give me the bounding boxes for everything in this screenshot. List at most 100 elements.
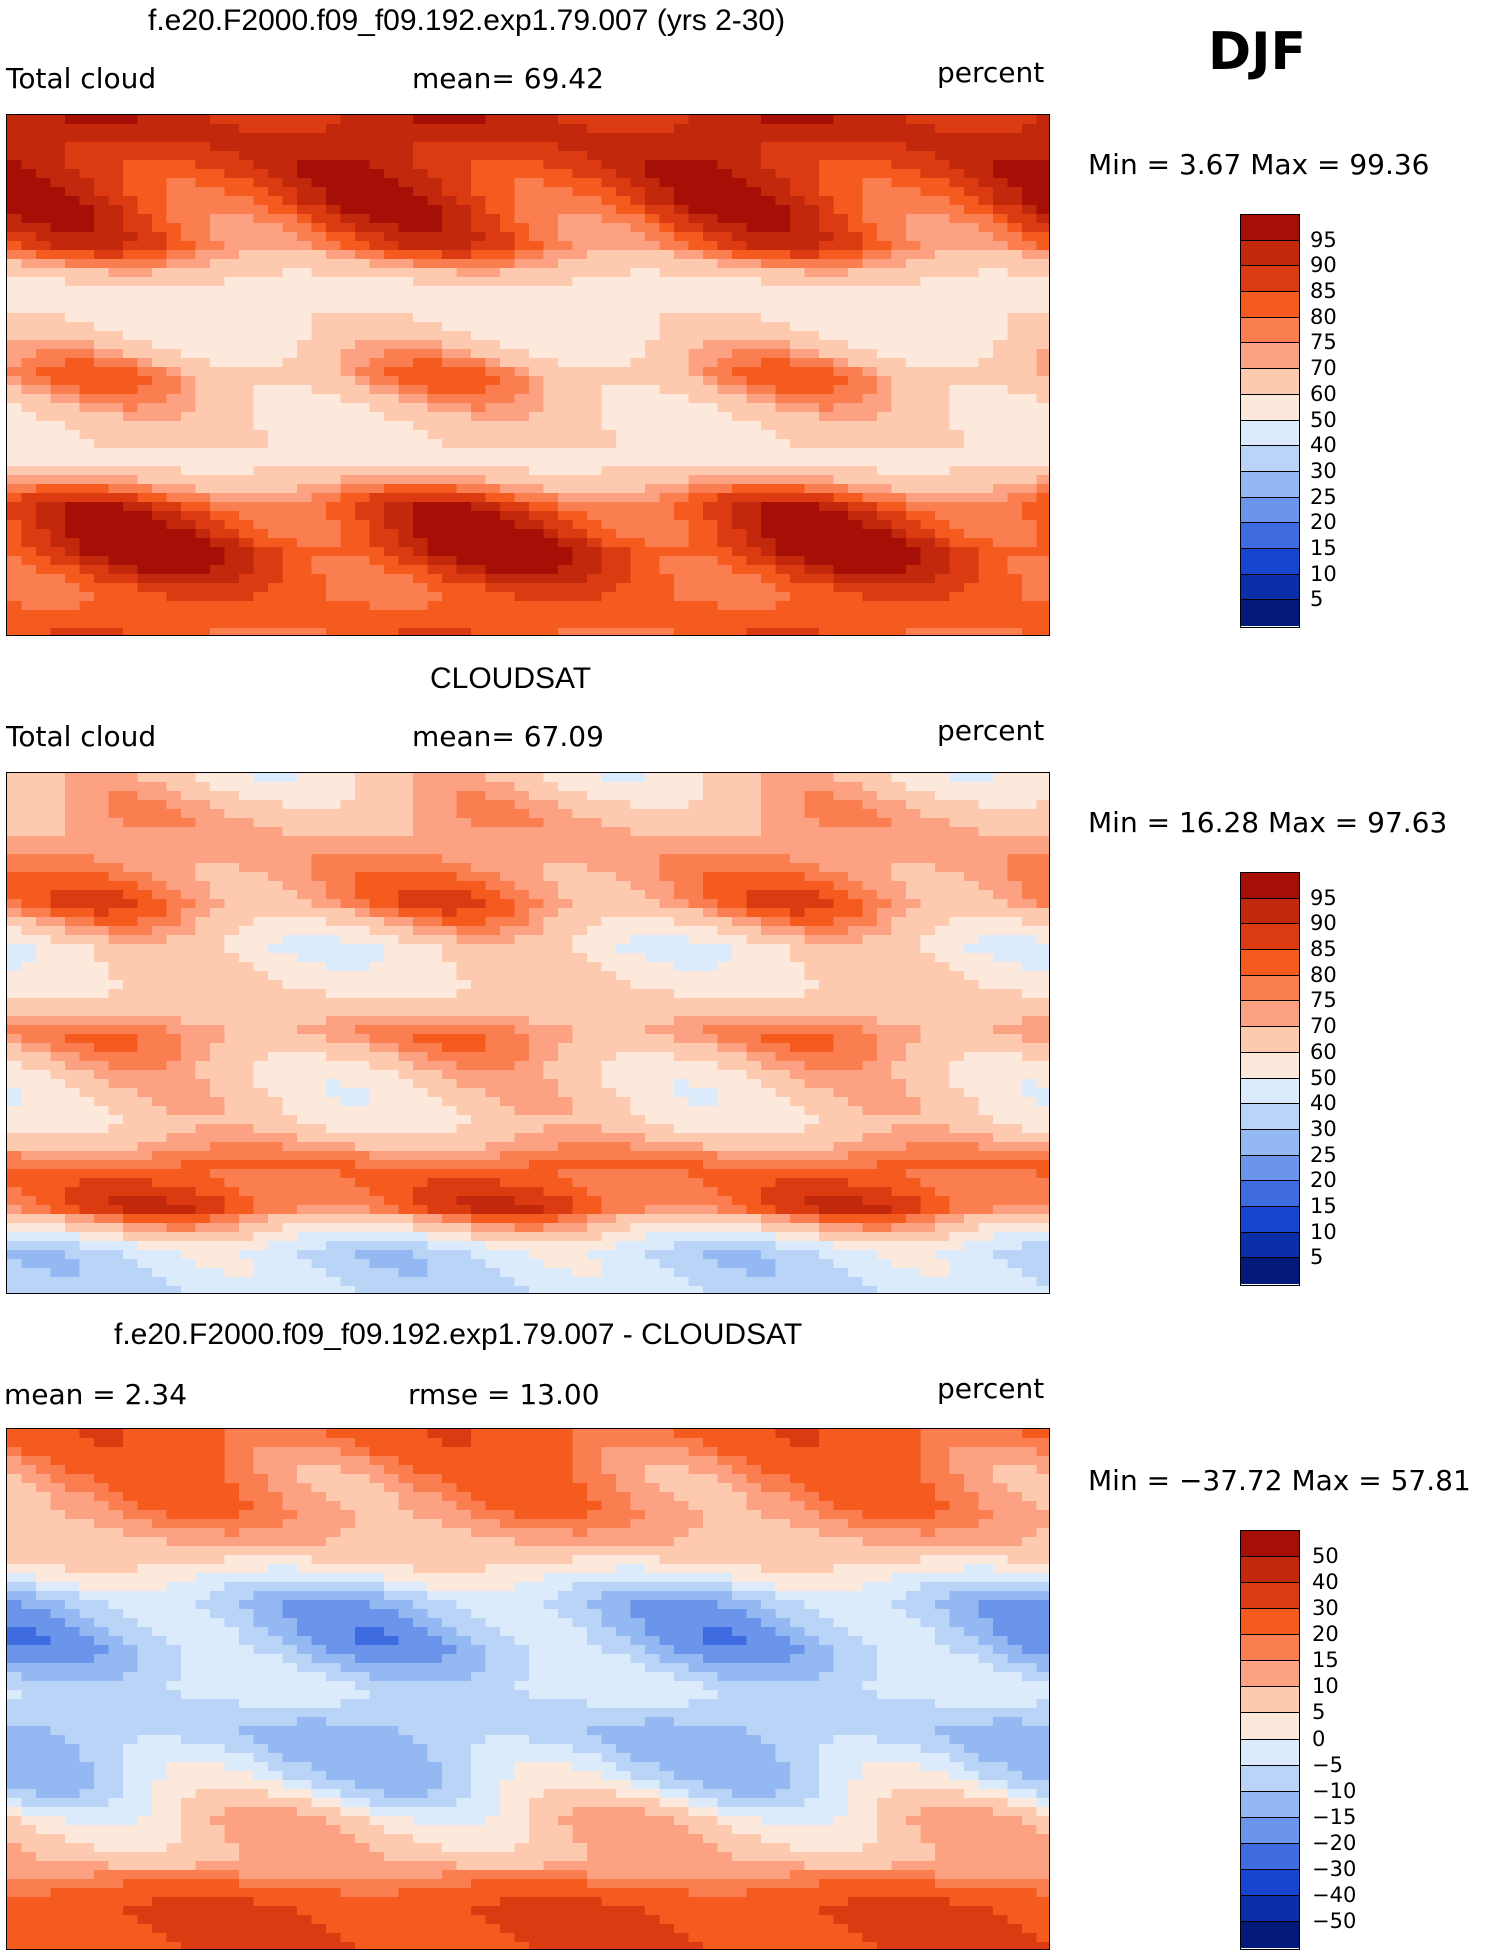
map-cell — [50, 250, 66, 260]
map-cell — [355, 529, 371, 539]
map-cell — [790, 385, 806, 395]
map-cell — [891, 800, 907, 810]
map-cell — [935, 313, 951, 323]
map-cell — [775, 863, 791, 873]
map-cell — [152, 268, 168, 278]
map-cell — [732, 854, 748, 864]
map-cell — [601, 610, 617, 620]
map-cell — [993, 304, 1009, 314]
map-cell — [1036, 259, 1049, 269]
map-cell — [659, 547, 675, 557]
map-cell — [471, 322, 487, 332]
map-cell — [181, 268, 197, 278]
map-cell — [616, 448, 632, 458]
map-cell — [1007, 322, 1023, 332]
map-cell — [790, 403, 806, 413]
map-cell — [384, 601, 400, 611]
map-cell — [282, 151, 298, 161]
map-cell — [877, 169, 893, 179]
map-cell — [659, 574, 675, 584]
map-cell — [732, 286, 748, 296]
map-cell — [819, 277, 835, 287]
map-cell — [21, 160, 37, 170]
map-cell — [181, 124, 197, 134]
map-cell — [993, 367, 1009, 377]
map-cell — [413, 457, 429, 467]
map-cell — [413, 376, 429, 386]
map-cell — [485, 340, 501, 350]
map-cell — [108, 331, 124, 341]
map-cell — [108, 358, 124, 368]
map-cell — [166, 800, 182, 810]
map-cell — [152, 800, 168, 810]
map-cell — [355, 448, 371, 458]
map-cell — [210, 403, 226, 413]
map-cell — [195, 592, 211, 602]
map-cell — [790, 520, 806, 530]
map-cell — [978, 836, 994, 846]
map-cell — [282, 187, 298, 197]
map-cell — [558, 845, 574, 855]
map-cell — [616, 178, 632, 188]
map-cell — [50, 421, 66, 431]
map-cell — [572, 466, 588, 476]
map-cell — [529, 583, 545, 593]
map-cell — [137, 223, 153, 233]
map-cell — [297, 800, 313, 810]
map-cell — [703, 196, 719, 206]
map-cell — [485, 520, 501, 530]
map-cell — [152, 619, 168, 629]
map-cell — [630, 520, 646, 530]
map-cell — [108, 574, 124, 584]
map-cell — [587, 412, 603, 422]
map-cell — [297, 151, 313, 161]
map-cell — [369, 439, 385, 449]
map-cell — [413, 160, 429, 170]
map-cell — [1022, 475, 1038, 485]
map-cell — [224, 376, 240, 386]
map-cell — [224, 439, 240, 449]
map-cell — [964, 205, 980, 215]
map-cell — [123, 556, 139, 566]
map-cell — [79, 863, 95, 873]
map-cell — [268, 205, 284, 215]
map-cell — [630, 511, 646, 521]
map-cell — [413, 322, 429, 332]
map-cell — [674, 376, 690, 386]
map-cell — [775, 827, 791, 837]
map-cell — [442, 863, 458, 873]
map-cell — [427, 547, 443, 557]
map-cell — [949, 592, 965, 602]
map-cell — [949, 430, 965, 440]
map-cell — [514, 295, 530, 305]
map-cell — [819, 268, 835, 278]
map-cell — [340, 367, 356, 377]
panel1-mean-label: mean= 69.42 — [412, 62, 604, 95]
map-cell — [442, 574, 458, 584]
map-cell — [427, 142, 443, 152]
map-cell — [978, 142, 994, 152]
map-cell — [471, 628, 487, 635]
map-cell — [761, 854, 777, 864]
map-cell — [224, 520, 240, 530]
map-cell — [398, 800, 414, 810]
map-cell — [166, 385, 182, 395]
map-cell — [587, 502, 603, 512]
map-cell — [195, 313, 211, 323]
map-cell — [253, 367, 269, 377]
map-cell — [790, 178, 806, 188]
map-cell — [268, 574, 284, 584]
map-cell — [253, 782, 269, 792]
map-cell — [369, 511, 385, 521]
map-cell — [50, 214, 66, 224]
map-cell — [79, 376, 95, 386]
map-cell — [964, 791, 980, 801]
map-cell — [427, 511, 443, 521]
map-cell — [1022, 223, 1038, 233]
map-cell — [123, 178, 139, 188]
map-cell — [862, 340, 878, 350]
map-cell — [7, 286, 23, 296]
map-cell — [123, 574, 139, 584]
map-cell — [964, 421, 980, 431]
map-cell — [529, 142, 545, 152]
